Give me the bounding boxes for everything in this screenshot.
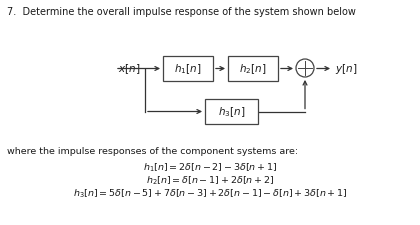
Bar xyxy=(228,57,278,82)
Text: 7.  Determine the overall impulse response of the system shown below: 7. Determine the overall impulse respons… xyxy=(7,7,356,17)
Circle shape xyxy=(296,60,314,78)
Bar xyxy=(163,57,213,82)
Text: $h_1[n] = 2\delta[n-2] - 3\delta[n+1]$: $h_1[n] = 2\delta[n-2] - 3\delta[n+1]$ xyxy=(143,161,277,174)
Text: where the impulse responses of the component systems are:: where the impulse responses of the compo… xyxy=(7,146,298,155)
Text: $h_3[n]$: $h_3[n]$ xyxy=(218,105,245,119)
Text: $h_2[n] = \delta[n-1] + 2\delta[n+2]$: $h_2[n] = \delta[n-1] + 2\delta[n+2]$ xyxy=(146,174,274,187)
Text: $h_2[n]$: $h_2[n]$ xyxy=(239,62,267,76)
Bar xyxy=(205,99,258,124)
Text: $h_3[n] = 5\delta[n-5] + 7\delta[n-3] + 2\delta[n-1] - \delta[n] + 3\delta[n+1]$: $h_3[n] = 5\delta[n-5] + 7\delta[n-3] + … xyxy=(73,187,347,200)
Text: $x[n]$: $x[n]$ xyxy=(118,62,140,76)
Text: $h_1[n]$: $h_1[n]$ xyxy=(174,62,202,76)
Text: $y[n]$: $y[n]$ xyxy=(335,62,357,76)
